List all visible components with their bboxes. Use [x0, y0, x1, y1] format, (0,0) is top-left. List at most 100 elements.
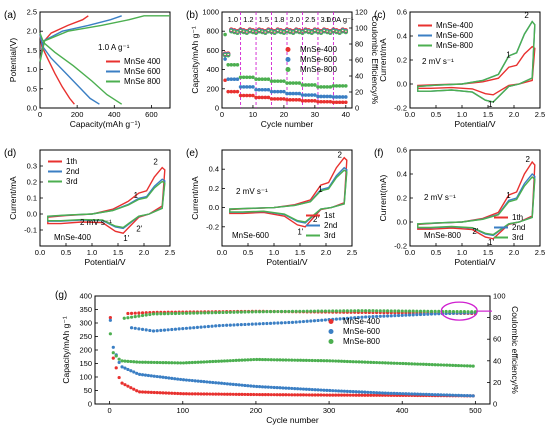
data-point — [244, 75, 249, 80]
data-point — [298, 393, 303, 397]
data-point — [398, 361, 402, 366]
ce-point — [222, 52, 228, 58]
data-point — [190, 360, 194, 365]
data-point — [196, 379, 200, 383]
ce-point — [133, 311, 137, 315]
data-point — [248, 93, 252, 98]
x-axis-label: Potential/V — [454, 257, 495, 267]
data-point — [244, 93, 249, 98]
rate-label: 3.0 — [320, 15, 330, 24]
panel-f: 0.0 0.5 1.0 1.5 2.0 2.5-0.20.00.20.40.6Potent… — [374, 146, 545, 268]
data-point — [272, 79, 277, 83]
data-point — [331, 389, 335, 393]
data-point — [243, 358, 247, 362]
ce-point — [177, 311, 181, 315]
y-tick-label: 2.0 — [27, 27, 37, 36]
data-point — [310, 358, 314, 363]
x-tick-label: 1.0 — [87, 248, 97, 257]
ce-point — [279, 321, 284, 325]
ce-point — [290, 309, 295, 314]
data-point — [237, 383, 241, 387]
y2-tick-label: 80 — [493, 313, 501, 322]
data-point — [251, 85, 255, 89]
data-point — [328, 94, 333, 99]
data-point — [415, 392, 420, 396]
data-point — [187, 361, 191, 365]
data-point — [135, 371, 139, 375]
data-point — [354, 360, 358, 364]
data-point — [152, 360, 156, 365]
data-point — [293, 386, 297, 391]
ce-point — [316, 318, 320, 323]
data-point — [240, 358, 244, 362]
peak-label: 1 — [506, 191, 511, 200]
data-point — [281, 393, 285, 397]
data-point — [223, 32, 227, 37]
data-point — [196, 360, 200, 364]
cv-curve — [229, 169, 348, 223]
data-point — [225, 382, 229, 386]
data-point — [257, 385, 262, 389]
data-point — [366, 393, 370, 397]
ce-point — [356, 309, 360, 313]
x-tick-label: 0.5 — [243, 248, 253, 257]
data-point — [465, 394, 469, 398]
y-axis-label: Current/mA — [378, 38, 388, 82]
data-point — [307, 358, 311, 363]
data-point — [313, 393, 317, 397]
data-point — [360, 390, 364, 394]
legend-label: MnSe-400 — [343, 317, 380, 326]
data-point — [313, 358, 317, 363]
data-point — [380, 361, 385, 365]
ce-point — [159, 328, 163, 332]
ce-point — [396, 309, 401, 313]
x-tick-label: 100 — [177, 406, 190, 415]
data-point — [272, 89, 277, 94]
data-point — [164, 361, 168, 365]
ce-point — [276, 321, 280, 325]
ce-point — [276, 309, 280, 314]
y-tick-label: 0.4 — [397, 32, 407, 41]
ce-point — [444, 309, 448, 314]
data-point — [297, 91, 302, 96]
ce-point — [338, 309, 342, 313]
legend-label: 3rd — [66, 177, 78, 186]
rate-label: 1.8 — [274, 15, 284, 24]
data-point — [138, 390, 142, 394]
ce-point — [192, 311, 196, 315]
data-point — [448, 393, 452, 397]
data-point — [421, 362, 426, 366]
data-point — [252, 384, 256, 388]
y2-tick-label: 0 — [493, 400, 497, 409]
series-line-charge — [39, 15, 170, 63]
data-point — [269, 97, 274, 101]
ce-point — [184, 326, 189, 330]
y-tick-label: 200 — [79, 346, 92, 355]
ce-point — [389, 309, 393, 313]
data-point — [328, 99, 333, 104]
data-point — [357, 360, 361, 364]
data-point — [398, 391, 402, 396]
data-point — [309, 83, 314, 87]
ce-point — [378, 314, 382, 318]
panel-label: (d) — [4, 148, 16, 159]
data-point — [300, 83, 305, 87]
ce-point — [418, 309, 423, 313]
ce-point — [411, 313, 415, 317]
data-point — [300, 93, 305, 97]
data-point — [260, 77, 265, 81]
x-axis-label: Potential/V — [84, 257, 125, 267]
data-point — [334, 359, 338, 363]
data-point — [316, 99, 320, 104]
data-point — [448, 363, 452, 367]
data-point — [228, 382, 232, 386]
data-point — [219, 392, 224, 396]
data-point — [468, 394, 472, 398]
data-point — [342, 389, 347, 393]
y-tick-label: 0.0 — [27, 104, 37, 113]
data-point — [123, 359, 127, 363]
data-point — [111, 351, 115, 355]
data-point — [263, 87, 268, 92]
data-point — [205, 360, 209, 364]
panel-label: (a) — [4, 10, 16, 21]
